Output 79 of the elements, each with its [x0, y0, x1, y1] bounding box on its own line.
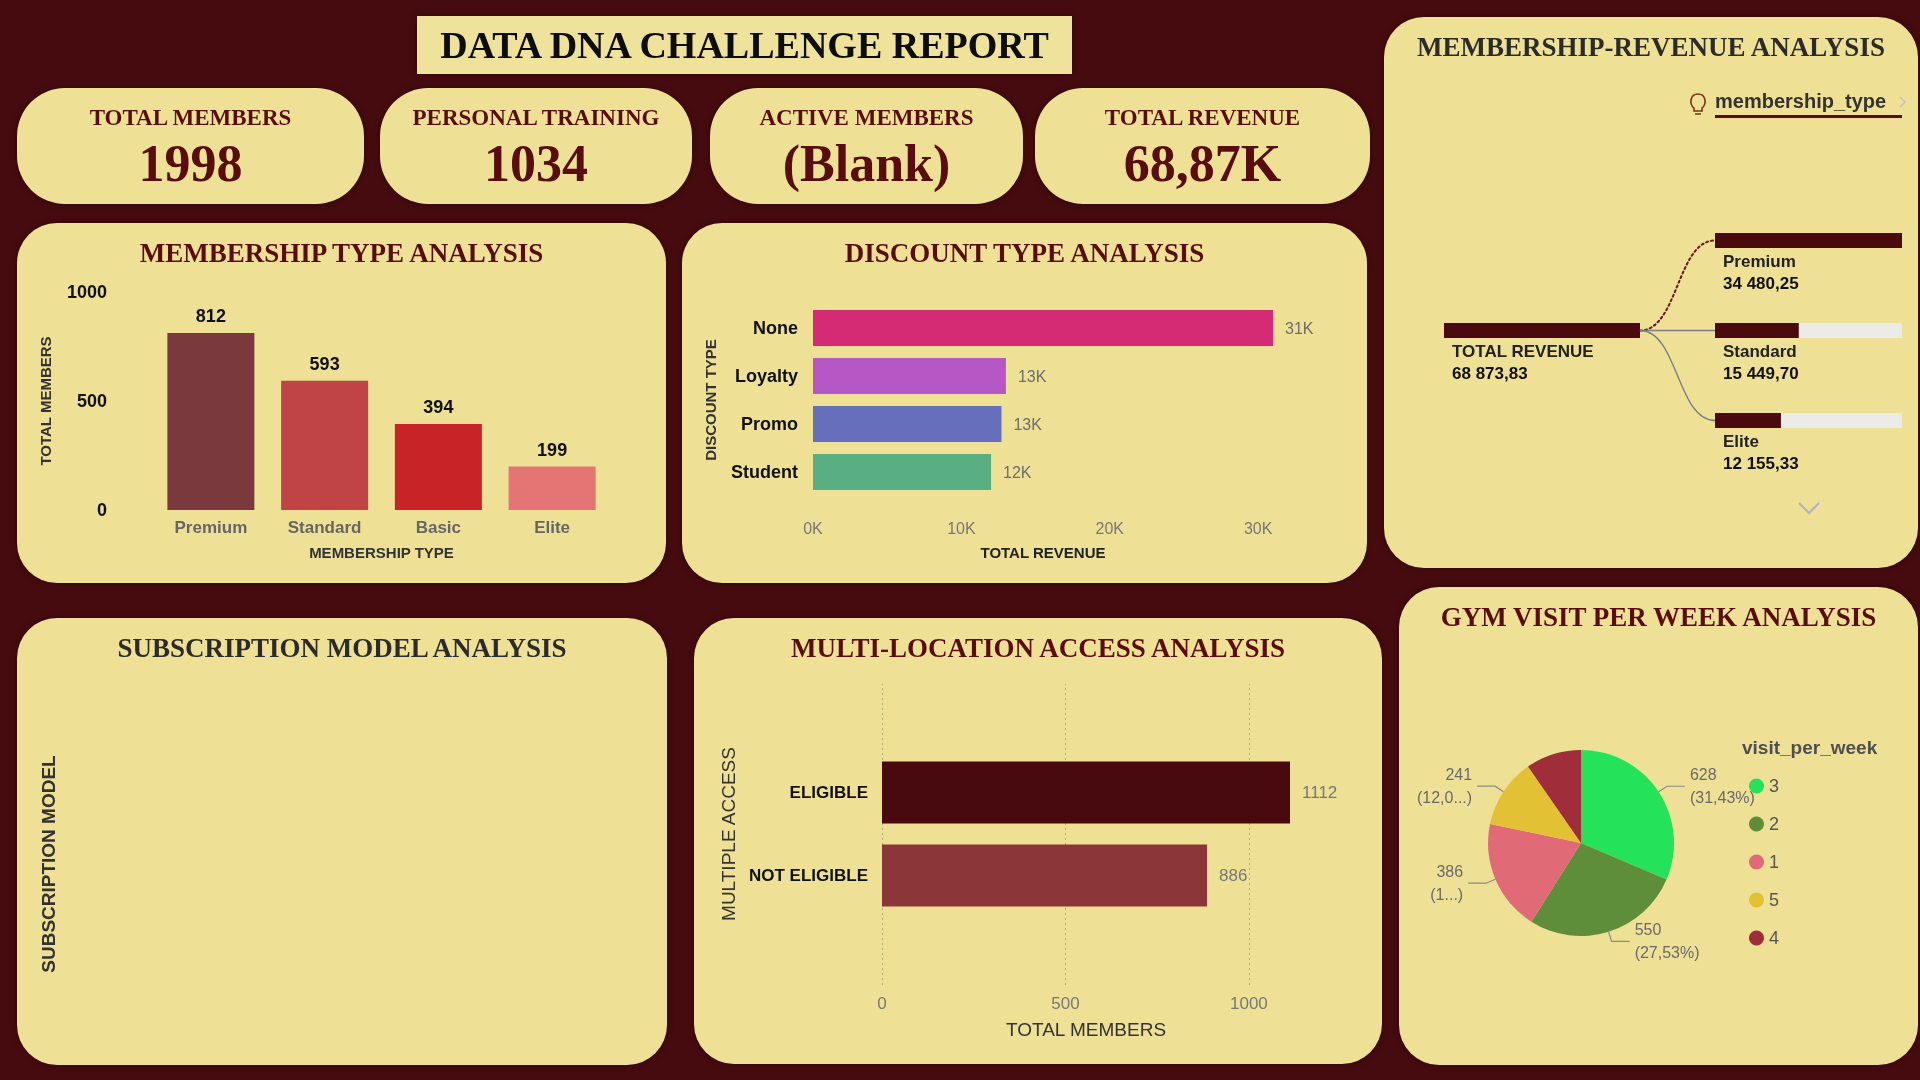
category-label: Standard	[1723, 342, 1797, 361]
legend-title: visit_per_week	[1742, 737, 1878, 758]
x-tick-label: Premium	[174, 518, 248, 537]
text: 1034	[483, 135, 589, 192]
y-tick-label: 0	[96, 500, 107, 520]
chart-title: GYM VISIT PER WEEK ANALYSIS	[1439, 601, 1878, 632]
x-tick-label: Standard	[287, 518, 362, 537]
text: SUBSCRIPTION MODEL	[38, 755, 60, 973]
x-axis-title: MEMBERSHIP TYPE	[309, 544, 454, 561]
y-axis-title: DISCOUNT TYPE	[702, 339, 719, 461]
data-label: 13K	[1017, 367, 1047, 385]
x-tick-label: 500	[1051, 994, 1080, 1013]
data-label: 628 (31,43%)	[1689, 766, 1755, 807]
y-tick-label: ELIGIBLE	[789, 783, 868, 802]
y-tick-label: None	[753, 318, 798, 338]
data-label: 31K	[1285, 319, 1314, 337]
bar	[813, 310, 1273, 346]
chart-title: MEMBERSHIP TYPE ANALYSIS	[138, 237, 545, 268]
data-label: 15 449,70	[1723, 364, 1799, 383]
legend-label: 3	[1769, 776, 1780, 796]
text: 68,87K	[1122, 135, 1283, 192]
legend-label: 4	[1769, 928, 1780, 948]
data-label: 394	[423, 397, 454, 418]
y-tick-label: NOT ELIGIBLE	[749, 866, 868, 885]
data-label: 12K	[1003, 463, 1032, 481]
legend-label: 5	[1769, 890, 1780, 910]
text: ACTIVE MEMBERS	[758, 104, 975, 130]
x-tick-label: 20K	[1095, 519, 1125, 537]
data-label: 199	[537, 439, 568, 460]
y-tick-label: Student	[731, 462, 798, 482]
data-label: 593	[309, 353, 340, 374]
x-tick-label: 0	[877, 994, 887, 1013]
chart-title: MULTI-LOCATION ACCESS ANALYSIS	[789, 632, 1287, 663]
text: TOTAL REVENUE	[1103, 104, 1302, 130]
bar	[281, 380, 369, 510]
data-label: 1112	[1302, 783, 1338, 802]
x-tick-label: 0K	[803, 519, 824, 537]
data-label: 241 (12,0...)	[1416, 766, 1473, 807]
bar	[813, 358, 1006, 394]
data-label: 550 (27,53%)	[1634, 921, 1700, 962]
x-axis-title: TOTAL REVENUE	[980, 544, 1106, 561]
data-label: 12 155,33	[1723, 454, 1799, 473]
text: (Blank)	[781, 135, 952, 192]
x-axis-title: TOTAL MEMBERS	[1005, 1019, 1167, 1040]
data-label: 886	[1219, 866, 1248, 885]
y-tick-label: Promo	[740, 414, 798, 434]
text: PERSONAL TRAINING	[411, 104, 661, 130]
text: SUBSCRIPTION MODEL ANALYSIS	[116, 632, 568, 663]
y-axis-title: TOTAL MEMBERS	[37, 336, 54, 466]
bar	[813, 454, 992, 490]
y-tick-label: Loyalty	[734, 366, 798, 386]
data-label: 68 873,83	[1452, 364, 1528, 383]
bar	[167, 332, 255, 510]
text: DATA DNA CHALLENGE REPORT	[439, 24, 1050, 66]
chart-title: DISCOUNT TYPE ANALYSIS	[843, 237, 1206, 268]
category-label: Elite	[1723, 432, 1759, 451]
x-tick-label: 10K	[947, 519, 976, 537]
y-tick-label: 500	[76, 391, 107, 411]
data-label: 812	[195, 305, 226, 326]
data-label: 34 480,25	[1723, 274, 1799, 293]
category-label: Premium	[1723, 252, 1796, 271]
bar	[508, 466, 596, 510]
data-label: 386 (1...)	[1430, 863, 1464, 904]
bar	[394, 424, 482, 510]
legend-label: 1	[1769, 852, 1780, 872]
bar	[813, 406, 1002, 442]
x-tick-label: Elite	[534, 518, 571, 537]
text: TOTAL MEMBERS	[88, 104, 293, 130]
x-tick-label: 30K	[1243, 519, 1273, 537]
data-label: 13K	[1013, 415, 1043, 433]
y-tick-label: 1000	[66, 282, 107, 302]
text: 1998	[137, 135, 244, 192]
x-tick-label: 1000	[1229, 994, 1268, 1013]
x-tick-label: Basic	[415, 518, 462, 537]
category-label: TOTAL REVENUE	[1452, 342, 1594, 361]
y-axis-title: MULTIPLE ACCESS	[718, 747, 739, 921]
text: membership_type	[1715, 89, 1902, 118]
text: MEMBERSHIP-REVENUE ANALYSIS	[1416, 31, 1886, 62]
legend-label: 2	[1769, 814, 1780, 834]
